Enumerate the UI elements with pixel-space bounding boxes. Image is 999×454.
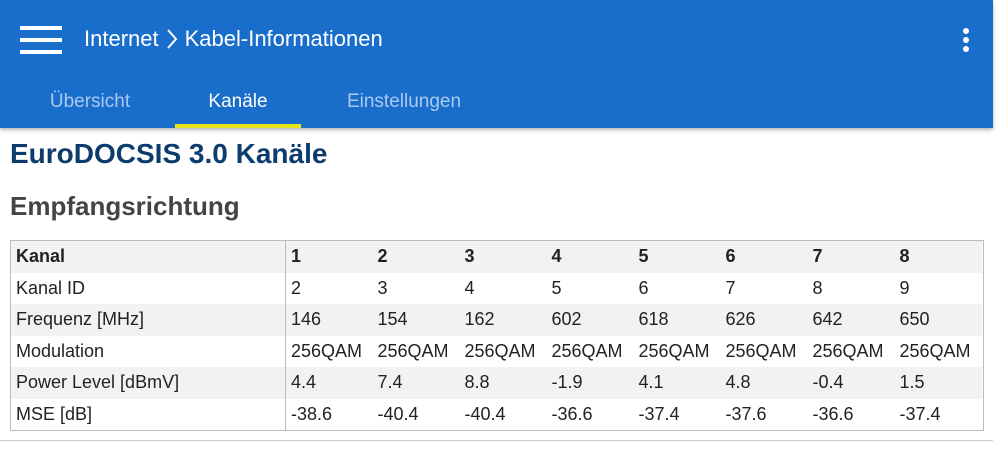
cell: 2	[291, 277, 302, 298]
section-title: Empfangsrichtung	[10, 191, 240, 221]
tab[interactable]: Einstellungen	[346, 91, 462, 112]
cell: 7.4	[377, 372, 403, 393]
row-header: Kanal	[11, 241, 286, 273]
row-label: MSE [dB]	[11, 398, 286, 430]
cell: 4.4	[291, 372, 317, 393]
cell: -40.4	[377, 403, 419, 424]
cell: 256QAM	[291, 340, 363, 361]
table-row: Kanal ID 2 3 4 5 6 7 8 9	[11, 272, 982, 304]
cell: 4.1	[638, 372, 664, 393]
row-label: Kanal ID	[11, 272, 286, 304]
cell: 9	[899, 277, 910, 298]
breadcrumb-item[interactable]: Internet	[84, 26, 159, 51]
column-header: 2	[377, 246, 388, 267]
app-bar: Internet Kabel-Informationen Übersicht Ka…	[0, 0, 993, 128]
cell: 4	[464, 277, 475, 298]
cell: 602	[551, 309, 582, 330]
cell: 146	[291, 309, 322, 330]
column-header: 7	[812, 246, 823, 267]
chevron	[166, 29, 177, 49]
column-header: 8	[899, 246, 910, 267]
cell: 154	[377, 309, 408, 330]
table-row: Frequenz [MHz] 146 154 162 602 618 626 642 650	[11, 304, 982, 336]
cell: -36.6	[812, 403, 854, 424]
cell: -0.4	[812, 372, 844, 393]
row-label: Modulation	[11, 335, 286, 367]
cell: 8.8	[464, 372, 490, 393]
cell: 256QAM	[464, 340, 536, 361]
cell: 1.5	[899, 372, 925, 393]
cell: -1.9	[551, 372, 583, 393]
cell: 8	[812, 277, 823, 298]
breadcrumb-item: Kabel-Informationen	[184, 26, 383, 51]
cell: 256QAM	[638, 340, 710, 361]
cell: 256QAM	[377, 340, 449, 361]
column-header: 3	[464, 246, 475, 267]
menu-button[interactable]	[20, 26, 64, 54]
cell: 642	[812, 309, 843, 330]
cell: 256QAM	[551, 340, 623, 361]
breadcrumb: Internet Kabel-Informationen	[84, 26, 383, 52]
header-row: Kanal 1 2 3 4 5 6 7 8	[11, 241, 982, 273]
cell: 3	[377, 277, 388, 298]
divider	[0, 440, 993, 441]
table-container: Kanal 1 2 3 4 5 6 7 8 Kanal ID 2 3 4 5 6 7 8 9 Frequenz [M…	[10, 240, 984, 431]
cell: 5	[551, 277, 562, 298]
cell: 162	[464, 309, 495, 330]
cell: -37.6	[725, 403, 767, 424]
page-title: EuroDOCSIS 3.0 Kanäle	[10, 138, 328, 169]
channel-table: Kanal 1 2 3 4 5 6 7 8 Kanal ID 2 3 4 5 6 7 8 9 Frequenz [M…	[11, 241, 982, 430]
cell: 256QAM	[725, 340, 797, 361]
row-label: Frequenz [MHz]	[11, 304, 286, 336]
cell: 626	[725, 309, 756, 330]
table-row: Power Level [dBmV] 4.4 7.4 8.8 -1.9 4.1 4.8 -0.…	[11, 367, 982, 399]
cell: -38.6	[291, 403, 333, 424]
table-row: MSE [dB] -38.6 -40.4 -40.4 -36.6 -37.4 -37.6 -3…	[11, 398, 982, 430]
cell: 7	[725, 277, 736, 298]
column-header: 4	[551, 246, 562, 267]
column-header: 6	[725, 246, 736, 267]
row-label: Power Level [dBmV]	[11, 367, 286, 399]
cell: 4.8	[725, 372, 751, 393]
column-header: 1	[291, 246, 302, 267]
cell: -36.6	[551, 403, 593, 424]
cell: 650	[899, 309, 930, 330]
cell: -37.4	[899, 403, 941, 424]
cell: -37.4	[638, 403, 680, 424]
more-menu[interactable]	[960, 27, 972, 55]
cell: 6	[638, 277, 649, 298]
cell: -40.4	[464, 403, 506, 424]
cell: 618	[638, 309, 669, 330]
table-row: Modulation 256QAM 256QAM 256QAM 256QAM 256QAM…	[11, 335, 982, 367]
cell: 256QAM	[899, 340, 971, 361]
column-header: 5	[638, 246, 649, 267]
tab[interactable]: Übersicht	[49, 91, 131, 112]
cell: 256QAM	[812, 340, 884, 361]
tab[interactable]: Kanäle	[175, 84, 301, 128]
